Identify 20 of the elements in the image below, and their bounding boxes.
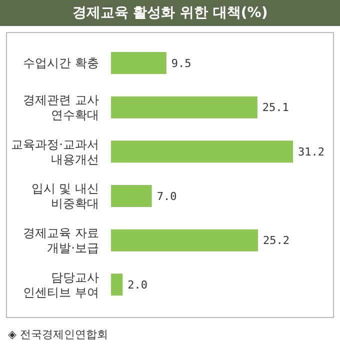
y-tick-label: 담당교사 인센티브 부여 bbox=[23, 270, 99, 300]
bar bbox=[111, 140, 293, 163]
y-tick-label: 입시 및 내신 비중확대 bbox=[31, 182, 99, 211]
bar bbox=[111, 185, 152, 207]
data-label: 31.2 bbox=[298, 146, 324, 159]
data-label: 25.2 bbox=[263, 234, 290, 248]
text: ◈ 전국경제인연합회 bbox=[8, 328, 108, 341]
data-label: 9.5 bbox=[171, 56, 192, 70]
data-label: 7.0 bbox=[156, 190, 177, 203]
bar bbox=[111, 96, 258, 118]
y-tick-label: 교육과정·교과서 내용개선 bbox=[11, 137, 99, 166]
y-tick-label: 경제교육 자료 개발·보급 bbox=[23, 226, 99, 255]
data-label: 2.0 bbox=[128, 278, 148, 292]
bar bbox=[111, 274, 123, 296]
y-tick-label: 경제관련 교사 연수확대 bbox=[23, 93, 99, 122]
y-tick-label: 수업시간 확충 bbox=[23, 56, 99, 70]
bar bbox=[111, 229, 258, 252]
data-label: 25.1 bbox=[262, 101, 289, 114]
bar bbox=[111, 52, 166, 74]
chart-title: 경제교육 활성화 위한 대책(%) bbox=[0, 0, 340, 26]
